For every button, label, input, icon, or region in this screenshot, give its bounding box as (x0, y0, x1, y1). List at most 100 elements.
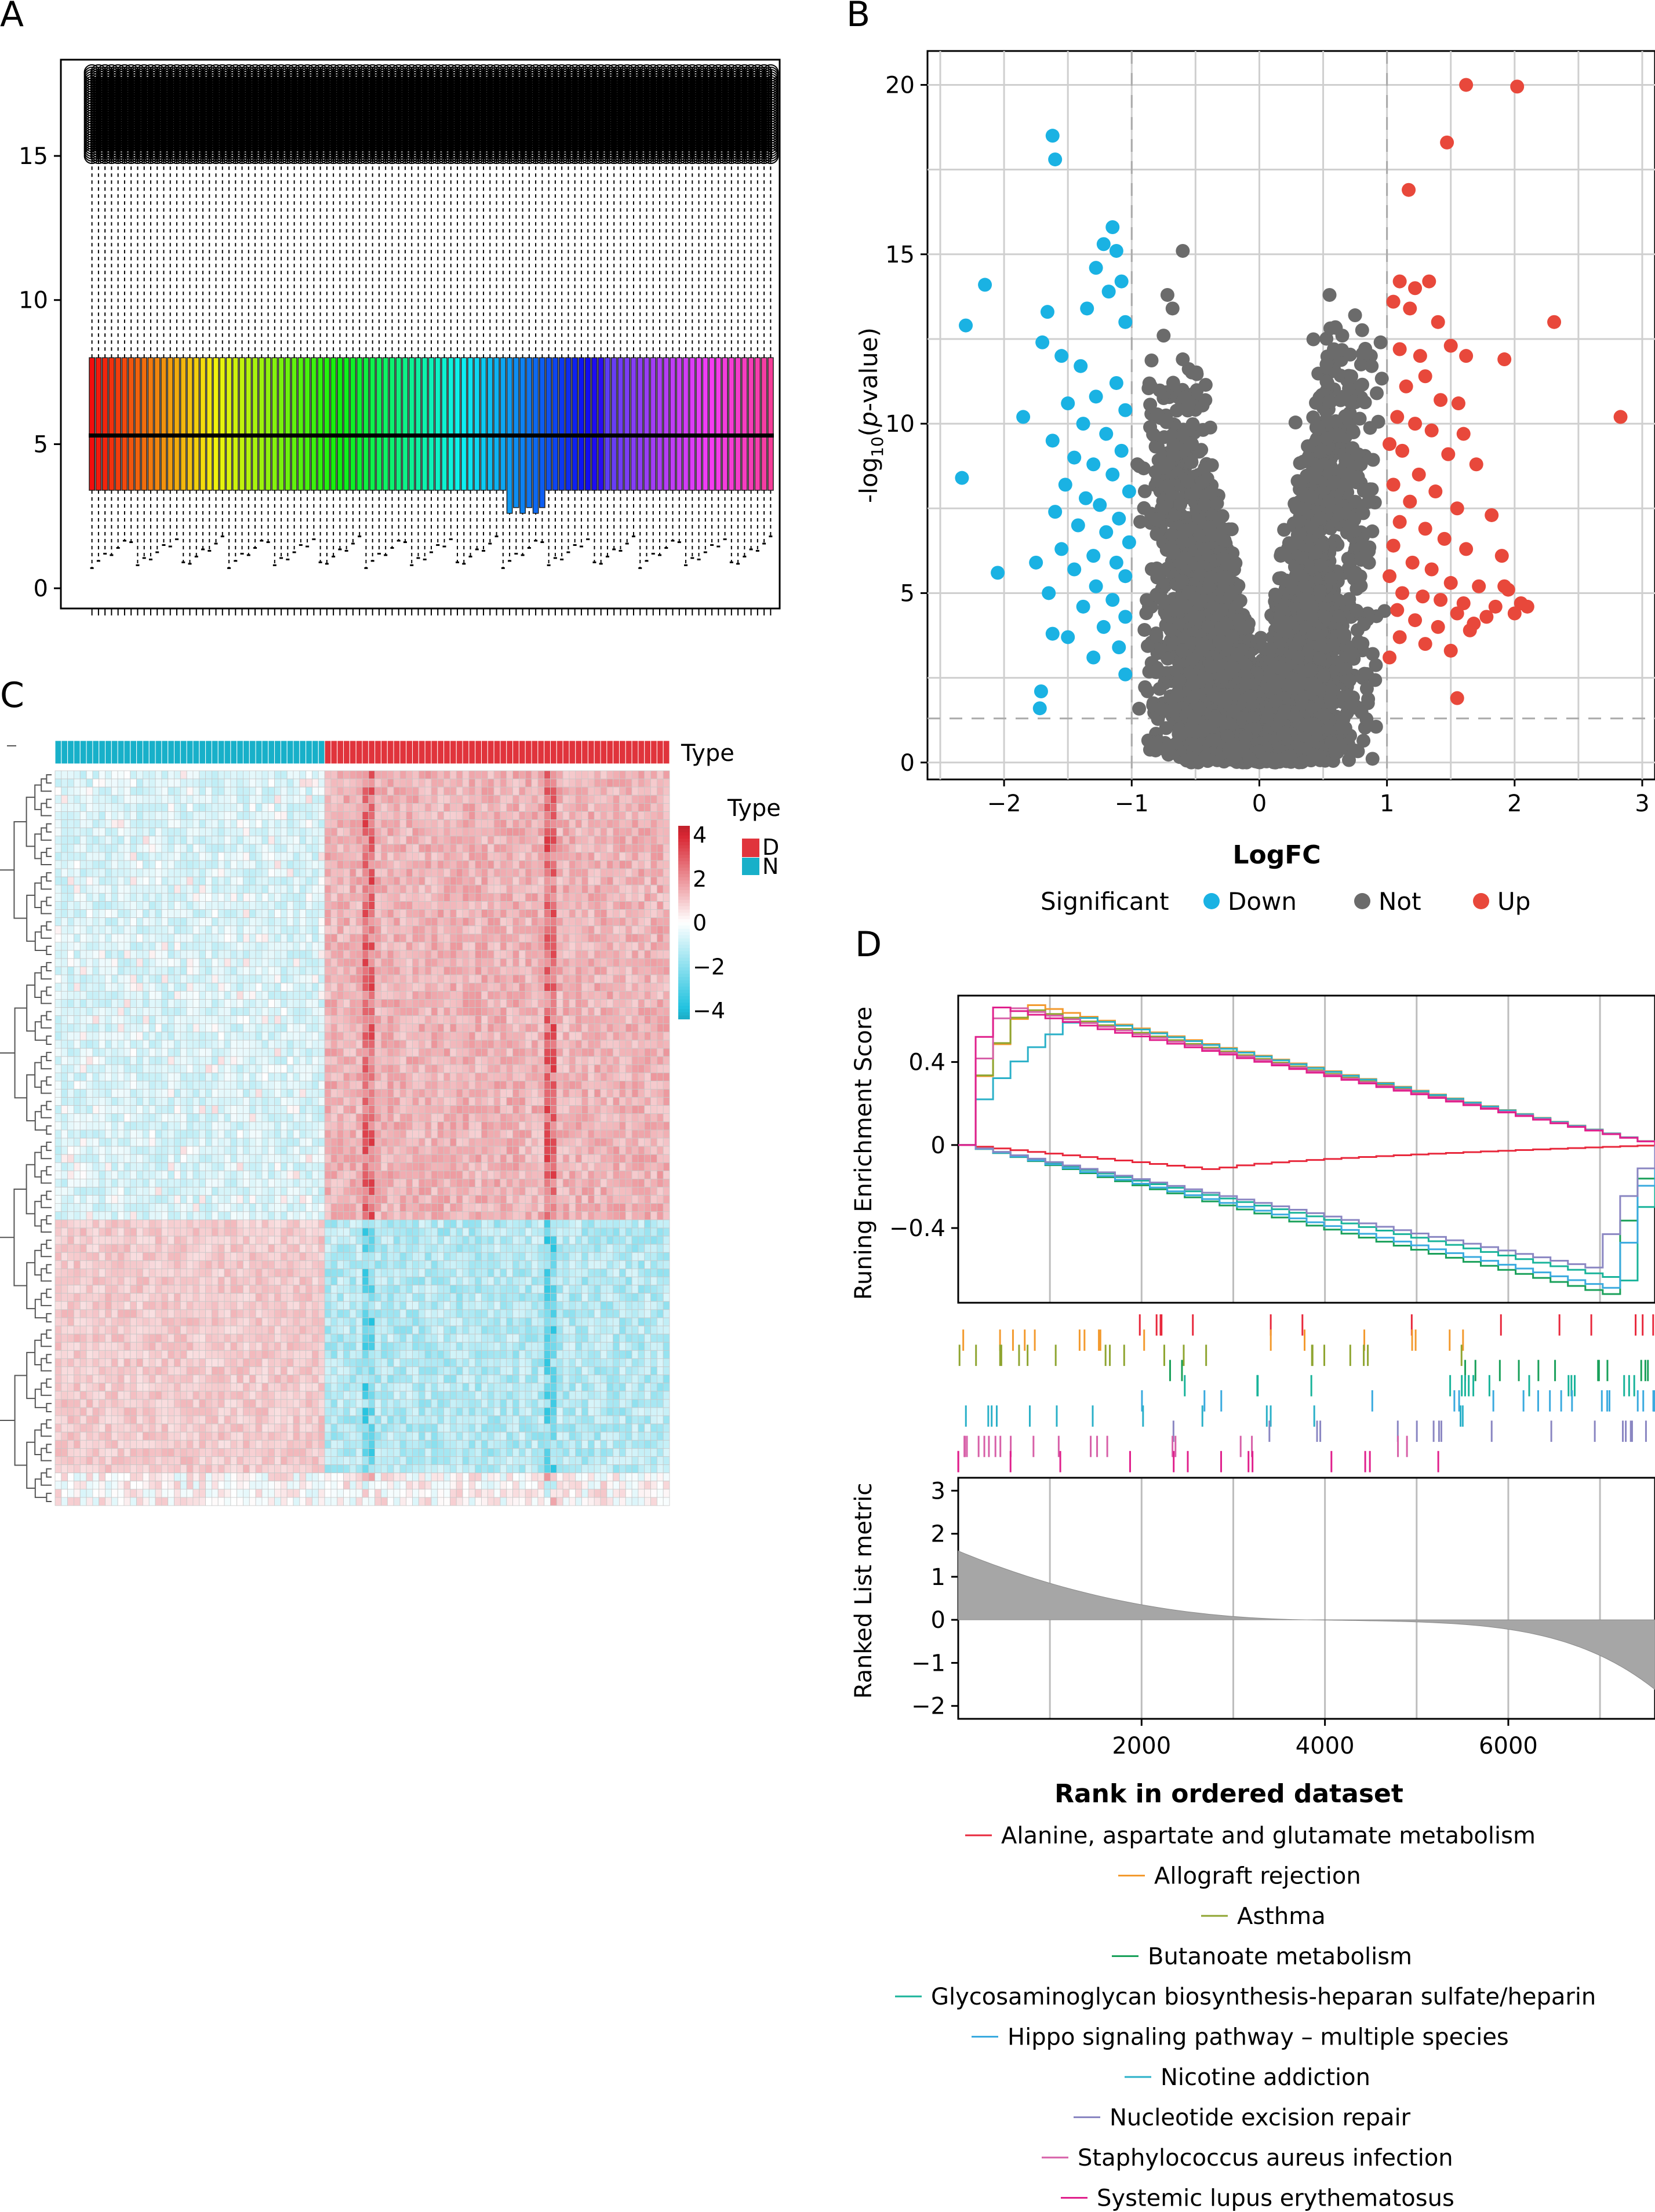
sample-box (441, 357, 448, 491)
sample-box (428, 357, 435, 491)
outlier-point (658, 64, 675, 81)
outlier-point (573, 64, 590, 81)
outlier-point (475, 64, 492, 81)
not-point (1374, 371, 1389, 386)
outlier-point (364, 64, 381, 81)
outlier-point (638, 64, 655, 81)
outlier-point (305, 64, 322, 81)
sample-box (448, 357, 454, 491)
outlier-point (227, 64, 244, 81)
sample-box (89, 357, 96, 491)
outlier-point (221, 64, 238, 81)
outlier-point (123, 64, 140, 81)
sample-box (271, 357, 278, 491)
outlier-point (716, 64, 733, 81)
x-axis-label: LogFC (1232, 840, 1321, 870)
sample-box (232, 357, 239, 491)
outlier-point (756, 64, 773, 81)
outlier-point (468, 64, 485, 81)
sample-box (722, 357, 728, 491)
sample-box (578, 357, 585, 491)
outlier-point (136, 64, 152, 81)
panel-label-b: B (846, 0, 871, 35)
sample-box (610, 357, 617, 491)
y-tick-label: 10 (19, 287, 48, 314)
outlier-point (181, 64, 198, 81)
sample-box (624, 357, 631, 491)
sample-box (291, 357, 297, 491)
outlier-point (403, 64, 420, 81)
sample-box (187, 357, 193, 491)
outlier-point (110, 64, 126, 81)
y-tick-label: 20 (885, 72, 915, 99)
outlier-point (273, 64, 290, 81)
outlier-point (318, 64, 335, 81)
sample-box (656, 357, 663, 491)
sample-box (134, 357, 141, 491)
x-tick-label: 3 (1635, 790, 1649, 817)
sample-box (434, 357, 441, 491)
outlier-point (247, 64, 264, 81)
outlier-point (592, 64, 609, 81)
sample-box (408, 357, 415, 491)
sample-box (715, 357, 722, 491)
y-tick-label: 15 (885, 242, 915, 268)
sample-box (337, 357, 343, 491)
sample-box (180, 357, 187, 491)
sample-box (389, 357, 395, 491)
y-tick-label: 15 (19, 143, 48, 170)
sample-box (161, 357, 167, 491)
outlier-point (266, 64, 283, 81)
sample-box (141, 357, 148, 491)
x-tick-label: −1 (1115, 790, 1149, 817)
sample-box (689, 357, 696, 491)
sample-box (297, 357, 304, 491)
sample-box (369, 357, 376, 491)
outlier-point (332, 64, 348, 81)
outlier-point (671, 64, 688, 81)
outlier-point (279, 64, 296, 81)
sample-box (402, 357, 409, 491)
outlier-point (488, 64, 505, 81)
outlier-point (723, 64, 740, 81)
outlier-point (83, 64, 100, 81)
sample-box (115, 357, 122, 491)
panel-label-d: D (855, 924, 882, 965)
y-tick-label: 5 (34, 431, 48, 458)
outlier-point (162, 64, 179, 81)
not-point (1133, 515, 1147, 529)
outlier-point (534, 64, 551, 81)
sample-box (636, 357, 643, 491)
outlier-point (436, 64, 453, 81)
outlier-point (632, 64, 649, 81)
outlier-point (149, 64, 166, 81)
outlier-point (697, 64, 714, 81)
outlier-point (482, 64, 499, 81)
sample-box (467, 357, 474, 491)
panel-a-frame (60, 59, 781, 610)
outlier-point (540, 64, 557, 81)
sample-box (239, 357, 245, 491)
outlier-point (188, 64, 205, 81)
sample-box (650, 357, 657, 491)
outlier-point (286, 64, 303, 81)
outlier-point (678, 64, 694, 81)
sample-box (604, 357, 611, 491)
sample-box (323, 357, 330, 491)
outlier-point (234, 64, 250, 81)
sample-box (630, 357, 637, 491)
outlier-point (338, 64, 355, 81)
panel-label-c: C (0, 675, 24, 716)
sample-box (480, 357, 487, 491)
outlier-point (299, 64, 316, 81)
sample-box (643, 357, 650, 491)
sample-box (173, 357, 180, 491)
sample-box (734, 357, 741, 491)
outlier-point (116, 64, 133, 81)
sample-box (167, 357, 174, 491)
panel-b-volcano-plot: −2 −1 0 1 2 305101520LogFC-log10(p-value)Sign… (854, 50, 1655, 916)
sample-box (696, 357, 702, 491)
sample-box (199, 357, 206, 491)
y-tick-label: 10 (885, 411, 915, 438)
outlier-point (456, 64, 472, 81)
